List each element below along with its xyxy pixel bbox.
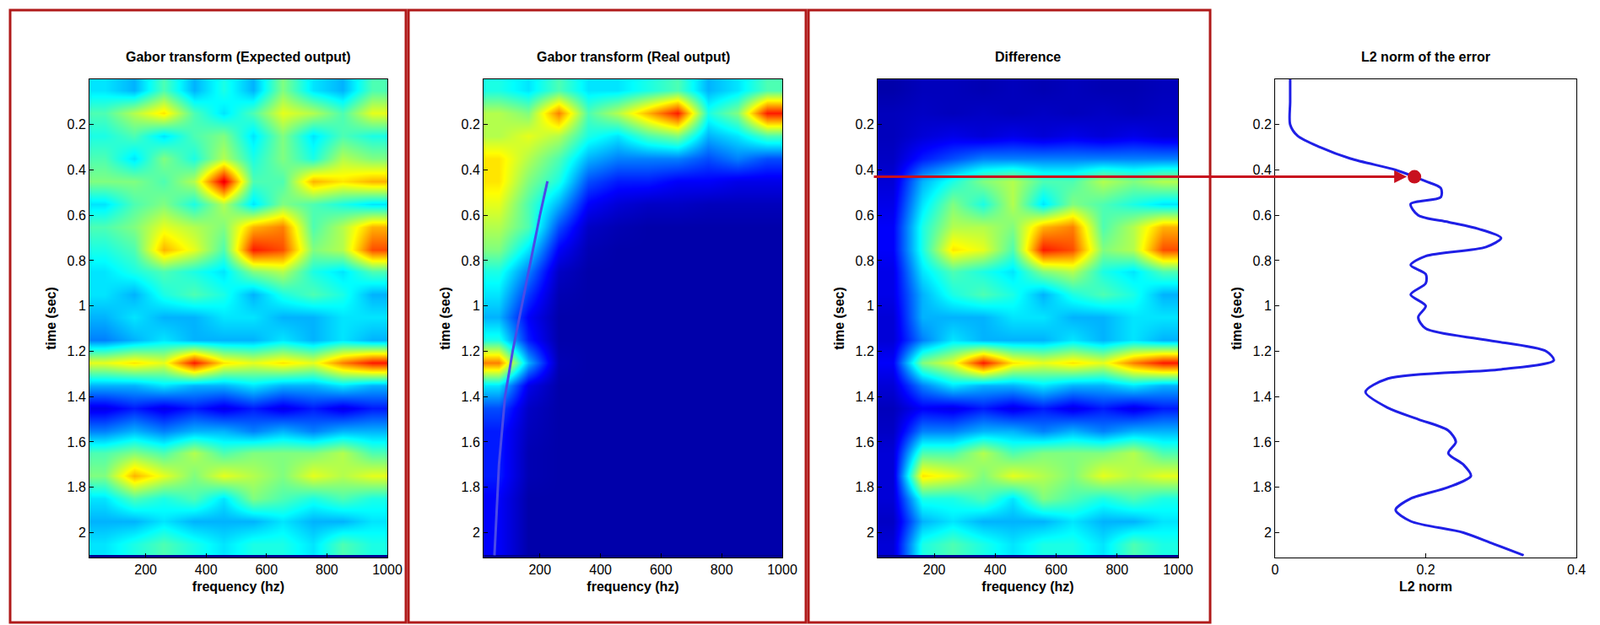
svg-text:1.2: 1.2	[855, 344, 875, 359]
svg-text:1.8: 1.8	[67, 480, 87, 495]
svg-text:1000: 1000	[767, 562, 798, 578]
svg-text:0.6: 0.6	[855, 208, 875, 223]
svg-text:0.2: 0.2	[1416, 562, 1435, 578]
svg-text:1: 1	[1264, 298, 1272, 314]
svg-text:Gabor transform (Real output): Gabor transform (Real output)	[536, 49, 730, 65]
svg-text:Gabor transform (Expected outp: Gabor transform (Expected output)	[125, 49, 352, 65]
svg-text:0.8: 0.8	[461, 254, 481, 269]
svg-text:2: 2	[472, 525, 481, 541]
svg-text:time (sec): time (sec)	[43, 286, 59, 351]
svg-text:800: 800	[710, 562, 734, 578]
svg-text:1.6: 1.6	[67, 435, 87, 450]
svg-text:0.4: 0.4	[1253, 162, 1272, 178]
svg-text:400: 400	[983, 562, 1007, 578]
svg-text:400: 400	[194, 562, 218, 578]
svg-text:1.8: 1.8	[855, 480, 875, 495]
svg-text:time (sec): time (sec)	[1229, 286, 1244, 351]
svg-text:frequency (hz): frequency (hz)	[981, 579, 1074, 595]
svg-text:1.6: 1.6	[1253, 435, 1272, 450]
svg-text:0.4: 0.4	[1567, 562, 1586, 578]
svg-text:600: 600	[254, 562, 278, 578]
svg-text:0.6: 0.6	[67, 208, 87, 223]
svg-text:0.2: 0.2	[855, 117, 875, 132]
svg-text:time (sec): time (sec)	[832, 286, 847, 351]
svg-text:0.4: 0.4	[855, 162, 875, 178]
svg-text:1.8: 1.8	[461, 480, 481, 495]
svg-text:Difference: Difference	[994, 49, 1061, 65]
svg-text:0.8: 0.8	[1253, 254, 1272, 269]
svg-text:1: 1	[866, 298, 875, 314]
svg-text:0.8: 0.8	[855, 254, 875, 269]
svg-text:1: 1	[78, 298, 87, 314]
svg-text:1000: 1000	[1162, 562, 1194, 578]
svg-text:0.6: 0.6	[1253, 208, 1272, 223]
svg-text:1.4: 1.4	[1253, 389, 1272, 405]
svg-text:200: 200	[528, 562, 552, 578]
svg-text:1: 1	[472, 298, 481, 314]
svg-text:1.6: 1.6	[855, 435, 875, 450]
svg-text:1.8: 1.8	[1253, 480, 1272, 495]
svg-text:1.6: 1.6	[461, 435, 481, 450]
svg-text:2: 2	[1264, 525, 1272, 541]
svg-text:frequency (hz): frequency (hz)	[586, 579, 679, 595]
svg-text:400: 400	[589, 562, 612, 578]
svg-text:800: 800	[315, 562, 339, 578]
svg-text:600: 600	[649, 562, 673, 578]
svg-text:0.8: 0.8	[67, 254, 87, 269]
svg-text:1.4: 1.4	[67, 389, 87, 405]
svg-text:0: 0	[1271, 562, 1280, 578]
svg-text:200: 200	[923, 562, 946, 578]
svg-text:2: 2	[866, 525, 875, 541]
svg-text:frequency (hz): frequency (hz)	[192, 579, 285, 595]
svg-text:1.4: 1.4	[461, 389, 481, 405]
svg-text:2: 2	[78, 525, 87, 541]
svg-text:1.4: 1.4	[855, 389, 875, 405]
svg-text:0.6: 0.6	[461, 208, 481, 223]
svg-text:1.2: 1.2	[461, 344, 481, 359]
svg-text:0.2: 0.2	[67, 117, 87, 132]
svg-text:L2 norm: L2 norm	[1399, 579, 1453, 595]
svg-text:200: 200	[134, 562, 157, 578]
svg-text:1.2: 1.2	[67, 344, 87, 359]
svg-text:1000: 1000	[372, 562, 403, 578]
svg-text:0.2: 0.2	[461, 117, 481, 132]
svg-text:800: 800	[1105, 562, 1129, 578]
svg-text:1.2: 1.2	[1253, 344, 1272, 359]
svg-text:L2 norm of the error: L2 norm of the error	[1361, 49, 1491, 65]
svg-text:0.4: 0.4	[461, 162, 481, 178]
svg-text:600: 600	[1044, 562, 1068, 578]
svg-text:0.2: 0.2	[1253, 117, 1272, 132]
svg-text:time (sec): time (sec)	[437, 286, 453, 351]
svg-text:0.4: 0.4	[67, 162, 87, 178]
